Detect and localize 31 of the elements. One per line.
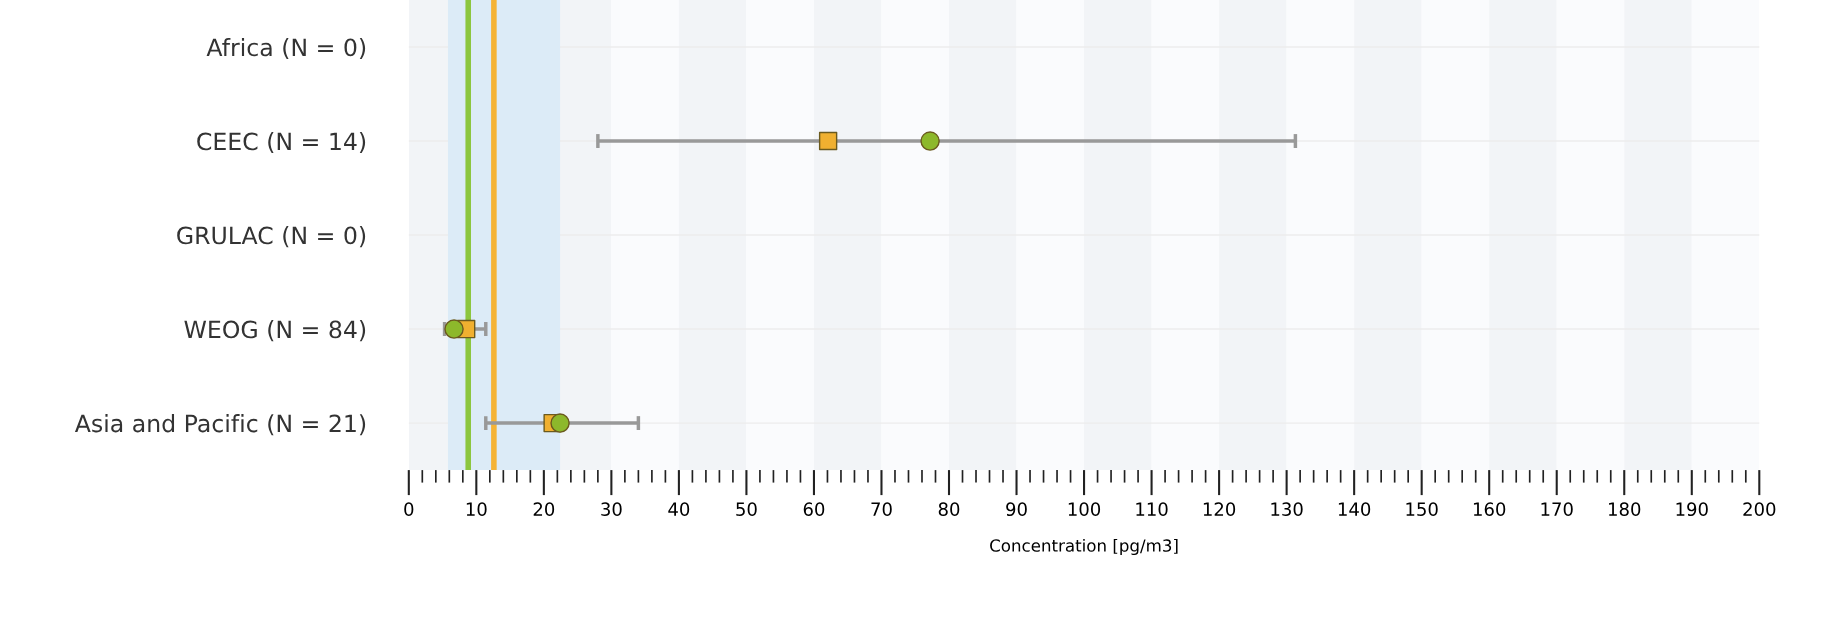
point	[818, 131, 838, 151]
x-tick-label: 130	[1271, 502, 1303, 517]
x-tick-label: 40	[668, 502, 690, 517]
x-tick-label: 60	[803, 502, 825, 517]
x-tick-label: 150	[1406, 502, 1438, 517]
x-tick-label: 50	[736, 502, 757, 517]
x-tick-label: 10	[466, 502, 487, 517]
x-tick-label: 80	[938, 502, 960, 517]
x-tick-label: 100	[1068, 502, 1101, 517]
x-tick-label: 170	[1541, 502, 1573, 517]
x-tick-label: 190	[1676, 502, 1708, 517]
y-tick-label: Asia and Pacific (N = 21)	[74, 414, 366, 436]
point	[550, 413, 570, 433]
x-tick-label: 120	[1203, 502, 1236, 517]
x-tick-label: 200	[1743, 502, 1776, 517]
point	[920, 131, 940, 151]
y-tick-label: WEOG (N = 84)	[184, 320, 366, 342]
x-tick-label: 140	[1338, 502, 1371, 517]
y-tick-label: GRULAC (N = 0)	[177, 226, 366, 248]
x-tick-label: 110	[1136, 502, 1168, 517]
x-tick-label: 160	[1473, 502, 1506, 517]
x-tick-label: 20	[533, 502, 555, 517]
x-tick-label: 180	[1609, 502, 1641, 517]
x-tick-label: 0	[404, 502, 414, 517]
x-tick-label: 70	[871, 502, 892, 517]
point	[444, 319, 464, 339]
y-tick-label: CEEC (N = 14)	[197, 132, 366, 154]
x-axis-title: Concentration [pg/m3]	[990, 538, 1178, 556]
x-tick-label: 30	[601, 502, 622, 517]
y-tick-label: Africa (N = 0)	[206, 38, 366, 60]
x-tick-label: 90	[1006, 502, 1027, 517]
